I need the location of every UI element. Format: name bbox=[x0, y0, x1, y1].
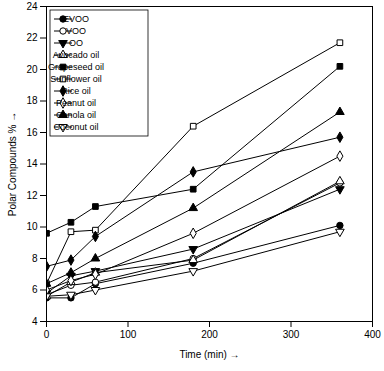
svg-text:18: 18 bbox=[26, 95, 38, 106]
svg-text:Sunflower oil: Sunflower oil bbox=[50, 74, 102, 84]
svg-text:Polar Compounds % →: Polar Compounds % → bbox=[7, 112, 18, 217]
svg-text:Peanut oil: Peanut oil bbox=[56, 98, 96, 108]
svg-text:0: 0 bbox=[44, 329, 50, 340]
svg-text:Canola oil: Canola oil bbox=[56, 110, 96, 120]
svg-text:16: 16 bbox=[26, 127, 38, 138]
svg-text:Avocado oil: Avocado oil bbox=[53, 50, 99, 60]
svg-text:400: 400 bbox=[364, 329, 381, 340]
svg-text:Coconut oil: Coconut oil bbox=[53, 122, 98, 132]
svg-text:Rice oil: Rice oil bbox=[61, 86, 91, 96]
svg-text:200: 200 bbox=[201, 329, 218, 340]
svg-text:6: 6 bbox=[32, 284, 38, 295]
svg-text:Time (min) →: Time (min) → bbox=[179, 349, 239, 360]
svg-text:24: 24 bbox=[26, 1, 38, 12]
svg-text:300: 300 bbox=[283, 329, 300, 340]
svg-text:8: 8 bbox=[32, 253, 38, 264]
svg-text:22: 22 bbox=[26, 32, 38, 43]
svg-text:20: 20 bbox=[26, 64, 38, 75]
svg-text:Grapeseed oil: Grapeseed oil bbox=[48, 62, 104, 72]
svg-text:100: 100 bbox=[120, 329, 137, 340]
svg-text:VOO: VOO bbox=[66, 26, 86, 36]
svg-text:10: 10 bbox=[26, 221, 38, 232]
svg-text:12: 12 bbox=[26, 190, 38, 201]
svg-text:14: 14 bbox=[26, 158, 38, 169]
svg-text:4: 4 bbox=[32, 316, 38, 327]
svg-text:OO: OO bbox=[69, 38, 83, 48]
svg-text:EVOO: EVOO bbox=[63, 14, 89, 24]
